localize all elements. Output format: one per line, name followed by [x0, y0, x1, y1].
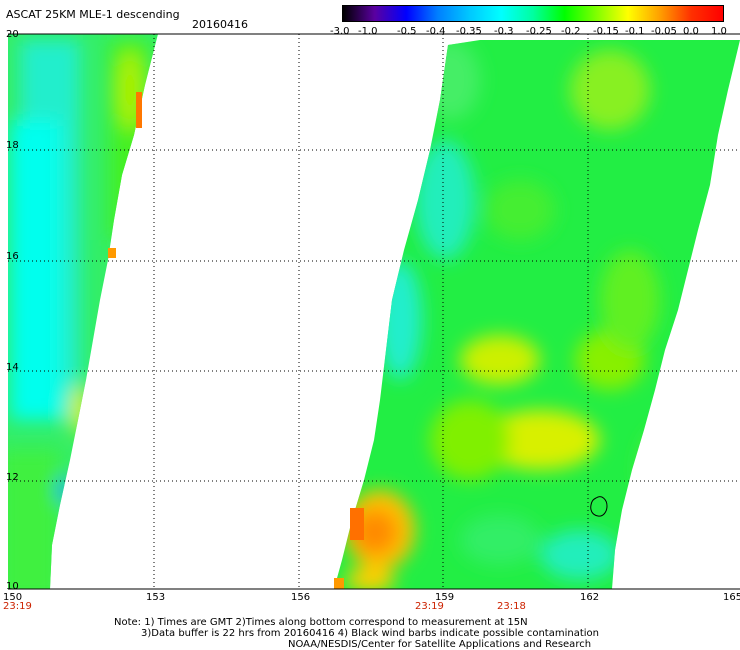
colorbar-label: -0.3: [494, 26, 514, 37]
colorbar-label: 0.0: [683, 26, 699, 37]
lon-label: 165: [723, 592, 740, 603]
lat-label: 20: [6, 29, 19, 40]
lat-label: 18: [6, 140, 19, 151]
colorbar-label: -1.0: [358, 26, 378, 37]
colorbar-label: -0.05: [651, 26, 677, 37]
colorbar-label: -3.0: [330, 26, 350, 37]
pass-time: 23:19: [415, 601, 444, 612]
orange-pixels: [334, 578, 344, 589]
colorbar-label: -0.4: [426, 26, 446, 37]
lat-label: 14: [6, 362, 19, 373]
left-swath: [8, 34, 158, 589]
orange-pixels: [350, 508, 364, 540]
orange-pixels: [108, 248, 116, 258]
lon-label: 162: [580, 592, 600, 603]
lat-label: 16: [6, 251, 19, 262]
footer-note: Note: 1) Times are GMT 2)Times along bot…: [114, 617, 528, 628]
lon-label: 153: [146, 592, 166, 603]
lon-label: 150: [3, 592, 23, 603]
gridlines: [8, 34, 740, 589]
colorbar-label: -0.35: [456, 26, 482, 37]
colorbar-label: -0.1: [625, 26, 645, 37]
lat-label: 12: [6, 472, 19, 483]
contamination-contour: [590, 496, 608, 517]
pass-time: 23:18: [497, 601, 526, 612]
footer-note: NOAA/NESDIS/Center for Satellite Applica…: [288, 639, 592, 650]
lon-label: 159: [435, 592, 455, 603]
orange-pixels: [136, 92, 142, 128]
right-swath: [334, 40, 740, 589]
plot-frame: [8, 33, 740, 590]
colorbar: [342, 5, 724, 22]
lon-label: 156: [291, 592, 311, 603]
lat-label: 10: [6, 581, 19, 592]
colorbar-label: 1.0: [711, 26, 727, 37]
product-title: ASCAT 25KM MLE-1 descending: [6, 8, 180, 21]
product-date: 20160416: [192, 18, 248, 31]
footer-note: 3)Data buffer is 22 hrs from 20160416 4)…: [141, 628, 599, 639]
colorbar-label: -0.2: [561, 26, 581, 37]
pass-time: 23:19: [3, 601, 32, 612]
colorbar-label: -0.25: [526, 26, 552, 37]
colorbar-label: -0.5: [397, 26, 417, 37]
colorbar-label: -0.15: [593, 26, 619, 37]
